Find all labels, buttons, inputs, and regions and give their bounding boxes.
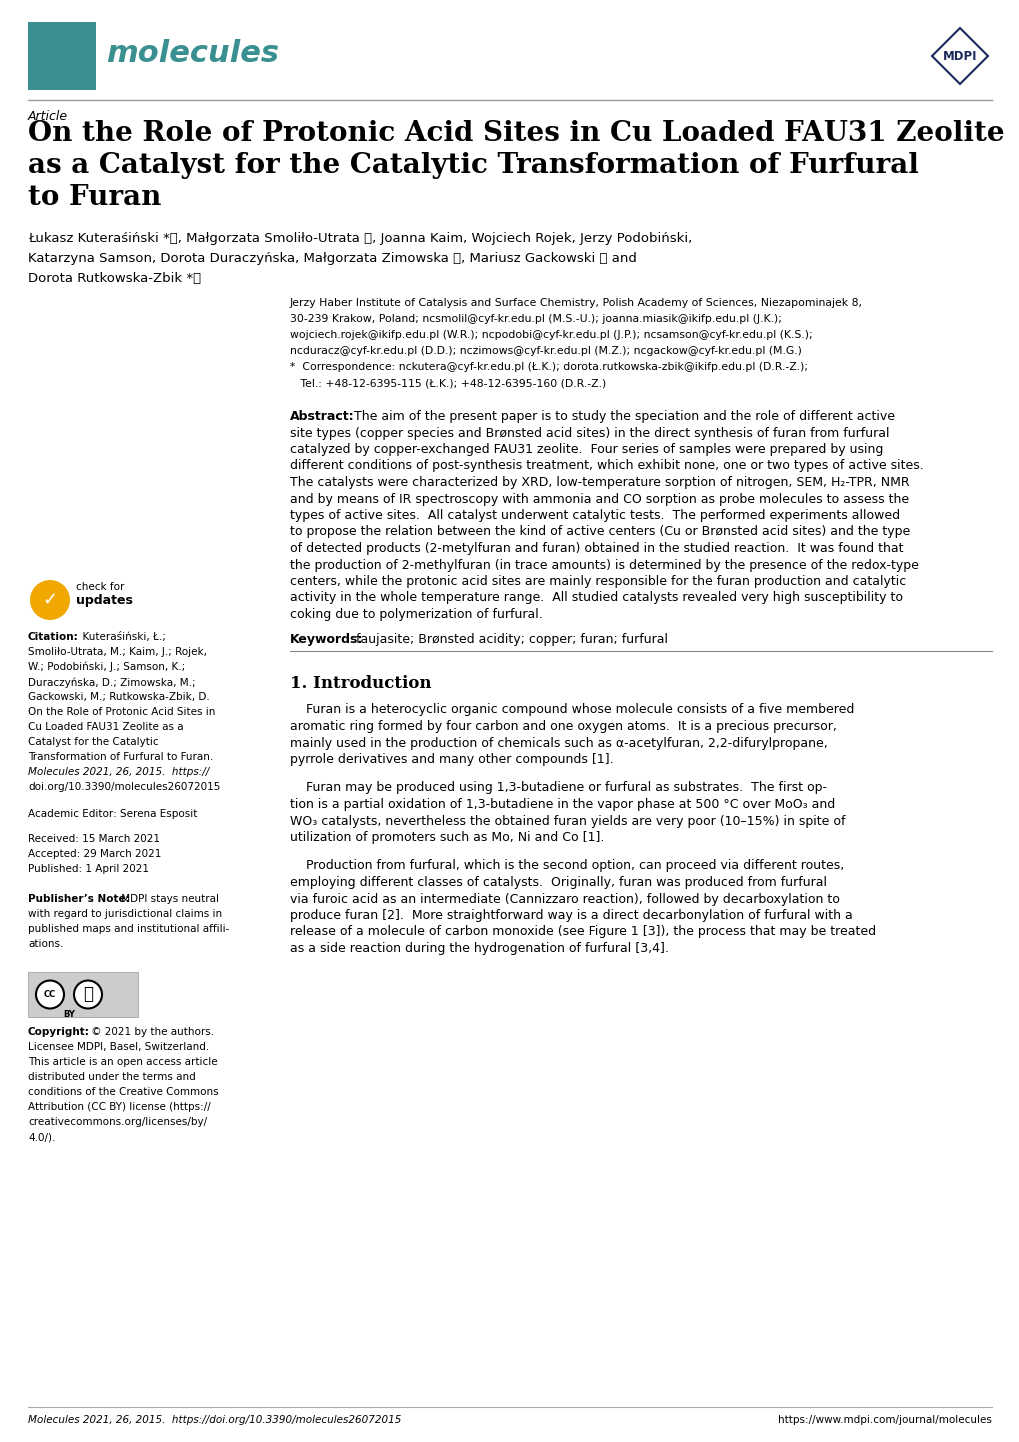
Text: Received: 15 March 2021: Received: 15 March 2021 — [28, 833, 160, 844]
Text: Published: 1 April 2021: Published: 1 April 2021 — [28, 864, 149, 874]
Text: centers, while the protonic acid sites are mainly responsible for the furan prod: centers, while the protonic acid sites a… — [289, 575, 905, 588]
Text: On the Role of Protonic Acid Sites in Cu Loaded FAU31 Zeolite: On the Role of Protonic Acid Sites in Cu… — [28, 120, 1004, 147]
Text: Accepted: 29 March 2021: Accepted: 29 March 2021 — [28, 849, 161, 859]
Text: Licensee MDPI, Basel, Switzerland.: Licensee MDPI, Basel, Switzerland. — [28, 1043, 209, 1053]
Text: *  Correspondence: nckutera@cyf-kr.edu.pl (Ł.K.); dorota.rutkowska-zbik@ikifp.ed: * Correspondence: nckutera@cyf-kr.edu.pl… — [289, 362, 807, 372]
Text: doi.org/10.3390/molecules26072015: doi.org/10.3390/molecules26072015 — [28, 782, 220, 792]
Text: to Furan: to Furan — [28, 185, 161, 211]
Text: coking due to polymerization of furfural.: coking due to polymerization of furfural… — [289, 609, 542, 622]
Text: tion is a partial oxidation of 1,3-butadiene in the vapor phase at 500 °C over M: tion is a partial oxidation of 1,3-butad… — [289, 797, 835, 810]
Text: 1. Introduction: 1. Introduction — [289, 675, 431, 692]
Circle shape — [74, 981, 102, 1008]
Text: produce furan [2].  More straightforward way is a direct decarbonylation of furf: produce furan [2]. More straightforward … — [289, 908, 852, 921]
Text: CC: CC — [44, 991, 56, 999]
Text: ations.: ations. — [28, 939, 63, 949]
Text: Duraczуńska, D.; Zimowska, M.;: Duraczуńska, D.; Zimowska, M.; — [28, 676, 196, 688]
Text: with regard to jurisdictional claims in: with regard to jurisdictional claims in — [28, 908, 222, 919]
Text: WO₃ catalysts, nevertheless the obtained furan yields are very poor (10–15%) in : WO₃ catalysts, nevertheless the obtained… — [289, 815, 845, 828]
Text: 4.0/).: 4.0/). — [28, 1132, 55, 1142]
Text: Copyright:: Copyright: — [28, 1027, 90, 1037]
Bar — [28, 972, 138, 1017]
Text: Production from furfural, which is the second option, can proceed via different : Production from furfural, which is the s… — [289, 859, 844, 872]
Text: faujasite; Brønsted acidity; copper; furan; furfural: faujasite; Brønsted acidity; copper; fur… — [352, 633, 667, 646]
Text: Publisher’s Note:: Publisher’s Note: — [28, 894, 129, 904]
Text: published maps and institutional affili-: published maps and institutional affili- — [28, 924, 229, 934]
Text: and by means of IR spectroscopy with ammonia and CO sorption as probe molecules : and by means of IR spectroscopy with amm… — [289, 493, 908, 506]
Text: release of a molecule of carbon monoxide (see Figure 1 [3]), the process that ma: release of a molecule of carbon monoxide… — [289, 926, 875, 939]
Text: catalyzed by copper-exchanged FAU31 zeolite.  Four series of samples were prepar: catalyzed by copper-exchanged FAU31 zeol… — [289, 443, 882, 456]
Text: pyrrole derivatives and many other compounds [1].: pyrrole derivatives and many other compo… — [289, 753, 613, 766]
Text: Jerzy Haber Institute of Catalysis and Surface Chemistry, Polish Academy of Scie: Jerzy Haber Institute of Catalysis and S… — [289, 298, 862, 309]
Text: 30-239 Krakow, Poland; ncsmolil@cyf-kr.edu.pl (M.S.-U.); joanna.miasik@ikifp.edu: 30-239 Krakow, Poland; ncsmolil@cyf-kr.e… — [289, 314, 782, 324]
Text: Łukasz Kuteraśiński *ⓘ, Małgorzata Smoliło-Utrata ⓘ, Joanna Kaim, Wojciech Rojek: Łukasz Kuteraśiński *ⓘ, Małgorzata Smoli… — [28, 232, 692, 245]
Text: Katarzyna Samson, Dorota Duraczуńska, Małgorzata Zimowska ⓘ, Mariusz Gackowski ⓘ: Katarzyna Samson, Dorota Duraczуńska, Ma… — [28, 252, 636, 265]
Text: aromatic ring formed by four carbon and one oxygen atoms.  It is a precious prec: aromatic ring formed by four carbon and … — [289, 720, 836, 733]
Text: Citation:: Citation: — [28, 632, 78, 642]
Text: Catalyst for the Catalytic: Catalyst for the Catalytic — [28, 737, 159, 747]
Text: Furan is a heterocyclic organic compound whose molecule consists of a five membe: Furan is a heterocyclic organic compound… — [289, 704, 854, 717]
Text: to propose the relation between the kind of active centers (Cu or Brønsted acid : to propose the relation between the kind… — [289, 525, 909, 538]
Text: as a side reaction during the hydrogenation of furfural [3,4].: as a side reaction during the hydrogenat… — [289, 942, 668, 955]
Text: Transformation of Furfural to Furan.: Transformation of Furfural to Furan. — [28, 751, 213, 761]
Text: conditions of the Creative Commons: conditions of the Creative Commons — [28, 1087, 218, 1097]
Text: wojciech.rojek@ikifp.edu.pl (W.R.); ncpodobi@cyf-kr.edu.pl (J.P.); ncsamson@cyf-: wojciech.rojek@ikifp.edu.pl (W.R.); ncpo… — [289, 330, 812, 340]
Text: The catalysts were characterized by XRD, low-temperature sorption of nitrogen, S: The catalysts were characterized by XRD,… — [289, 476, 909, 489]
Text: Gackowski, M.; Rutkowska-Zbik, D.: Gackowski, M.; Rutkowska-Zbik, D. — [28, 692, 210, 702]
Text: On the Role of Protonic Acid Sites in: On the Role of Protonic Acid Sites in — [28, 707, 215, 717]
Text: updates: updates — [76, 594, 132, 607]
Circle shape — [30, 580, 70, 620]
Text: MDPI stays neutral: MDPI stays neutral — [118, 894, 219, 904]
Text: Dorota Rutkowska-Zbik *ⓘ: Dorota Rutkowska-Zbik *ⓘ — [28, 273, 201, 286]
Text: ncduracz@cyf-kr.edu.pl (D.D.); nczimows@cyf-kr.edu.pl (M.Z.); ncgackow@cyf-kr.ed: ncduracz@cyf-kr.edu.pl (D.D.); nczimows@… — [289, 346, 801, 356]
Text: different conditions of post-synthesis treatment, which exhibit none, one or two: different conditions of post-synthesis t… — [289, 460, 923, 473]
Circle shape — [36, 981, 64, 1008]
Text: Molecules 2021, 26, 2015.  https://doi.org/10.3390/molecules26072015: Molecules 2021, 26, 2015. https://doi.or… — [28, 1415, 401, 1425]
Text: Attribution (CC BY) license (https://: Attribution (CC BY) license (https:// — [28, 1102, 211, 1112]
Text: check for: check for — [76, 583, 124, 593]
Text: Kuteraśiński, Ł.;: Kuteraśiński, Ł.; — [76, 632, 166, 642]
Text: Tel.: +48-12-6395-115 (Ł.K.); +48-12-6395-160 (D.R.-Z.): Tel.: +48-12-6395-115 (Ł.K.); +48-12-639… — [289, 378, 605, 388]
Text: employing different classes of catalysts.  Originally, furan was produced from f: employing different classes of catalysts… — [289, 875, 826, 890]
Text: W.; Podobiński, J.; Samson, K.;: W.; Podobiński, J.; Samson, K.; — [28, 662, 185, 672]
Text: as a Catalyst for the Catalytic Transformation of Furfural: as a Catalyst for the Catalytic Transfor… — [28, 151, 918, 179]
Text: Abstract:: Abstract: — [289, 410, 355, 423]
Text: distributed under the terms and: distributed under the terms and — [28, 1071, 196, 1082]
Text: © 2021 by the authors.: © 2021 by the authors. — [88, 1027, 214, 1037]
Text: Furan may be produced using 1,3-butadiene or furfural as substrates.  The first : Furan may be produced using 1,3-butadien… — [289, 782, 826, 795]
Text: activity in the whole temperature range.  All studied catalysts revealed very hi: activity in the whole temperature range.… — [289, 591, 902, 604]
Bar — [28, 22, 96, 89]
Text: MDPI: MDPI — [942, 49, 976, 62]
Text: Keywords:: Keywords: — [289, 633, 363, 646]
Text: molecules: molecules — [106, 39, 279, 69]
Text: types of active sites.  All catalyst underwent catalytic tests.  The performed e: types of active sites. All catalyst unde… — [289, 509, 899, 522]
Text: site types (copper species and Brønsted acid sites) in the direct synthesis of f: site types (copper species and Brønsted … — [289, 427, 889, 440]
Text: Article: Article — [28, 110, 68, 123]
Text: the production of 2-methylfuran (in trace amounts) is determined by the presence: the production of 2-methylfuran (in trac… — [289, 558, 918, 571]
Text: https://www.mdpi.com/journal/molecules: https://www.mdpi.com/journal/molecules — [777, 1415, 991, 1425]
Text: Ⓒ: Ⓒ — [83, 985, 93, 1004]
Text: via furoic acid as an intermediate (Cannizzaro reaction), followed by decarboxyl: via furoic acid as an intermediate (Cann… — [289, 893, 839, 906]
Text: Smoliło-Utrata, M.; Kaim, J.; Rojek,: Smoliło-Utrata, M.; Kaim, J.; Rojek, — [28, 647, 207, 658]
Text: Cu Loaded FAU31 Zeolite as a: Cu Loaded FAU31 Zeolite as a — [28, 722, 183, 733]
Text: mainly used in the production of chemicals such as α-acetylfuran, 2,2-difurylpro: mainly used in the production of chemica… — [289, 737, 827, 750]
Text: ✓: ✓ — [43, 591, 57, 609]
Text: utilization of promoters such as Mo, Ni and Co [1].: utilization of promoters such as Mo, Ni … — [289, 831, 604, 844]
Text: Molecules 2021, 26, 2015.  https://: Molecules 2021, 26, 2015. https:// — [28, 767, 209, 777]
Text: creativecommons.org/licenses/by/: creativecommons.org/licenses/by/ — [28, 1118, 207, 1128]
Text: This article is an open access article: This article is an open access article — [28, 1057, 217, 1067]
Text: The aim of the present paper is to study the speciation and the role of differen: The aim of the present paper is to study… — [350, 410, 894, 423]
Text: BY: BY — [63, 1009, 74, 1019]
Text: Academic Editor: Serena Esposit: Academic Editor: Serena Esposit — [28, 809, 198, 819]
Text: of detected products (2-metylfuran and furan) obtained in the studied reaction. : of detected products (2-metylfuran and f… — [289, 542, 903, 555]
